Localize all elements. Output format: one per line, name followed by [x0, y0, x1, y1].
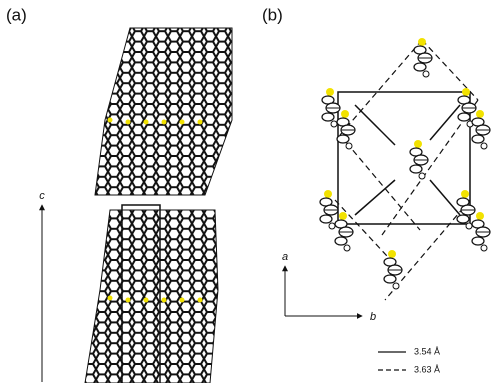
molecules	[320, 38, 490, 289]
panel-label: (a)	[6, 5, 27, 24]
axis-label: c	[39, 190, 45, 202]
panel-label: (b)	[262, 5, 283, 24]
legend: 3.54 Å 3.63 Å	[378, 346, 440, 374]
molecular-layers	[85, 28, 232, 383]
packing-lines	[335, 40, 478, 300]
axis-label: a	[282, 251, 288, 263]
legend-text: 3.63 Å	[414, 364, 440, 374]
axis-label: b	[370, 311, 376, 323]
legend-text: 3.54 Å	[414, 346, 440, 356]
figure: (a) c (b)	[0, 0, 495, 383]
